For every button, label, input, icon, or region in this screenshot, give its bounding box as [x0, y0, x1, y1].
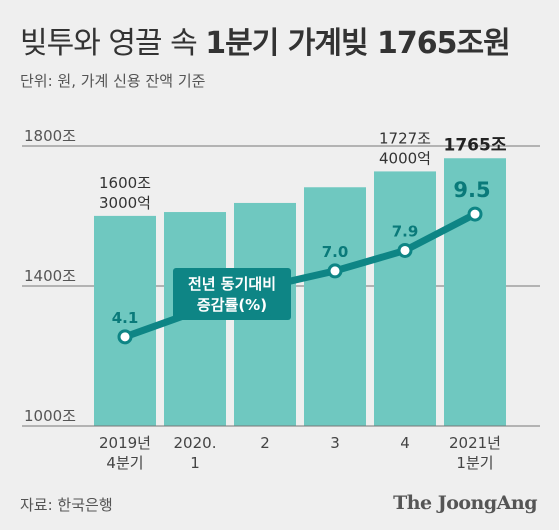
growth-rate-point	[327, 263, 343, 279]
y-tick-label: 1800조	[24, 127, 76, 145]
growth-rate-label: 4.1	[112, 309, 139, 327]
bar	[444, 158, 506, 426]
title-prefix: 빚투와 영끌 속	[20, 26, 198, 61]
x-tick-label: 4분기	[106, 454, 143, 472]
bar-value-label: 1765조	[444, 135, 507, 155]
chart-title: 빚투와 영끌 속 1분기 가계빚 1765조원	[20, 18, 511, 62]
bar-value-label: 1600조	[99, 174, 151, 192]
source-note: 자료: 한국은행	[20, 496, 113, 514]
y-tick-label: 1400조	[24, 267, 76, 285]
x-tick-label: 2020.	[174, 434, 217, 452]
x-tick-label: 2021년	[449, 434, 501, 452]
bar-value-label: 3000억	[99, 194, 151, 212]
callout-pointer	[255, 276, 271, 320]
brand-logo: The JoongAng	[393, 492, 537, 514]
growth-rate-point	[397, 242, 413, 258]
x-tick-label: 2019년	[99, 434, 151, 452]
growth-rate-point	[117, 329, 133, 345]
bar	[94, 215, 156, 426]
growth-rate-point	[467, 206, 483, 222]
x-tick-label: 4	[400, 434, 410, 452]
growth-rate-label: 7.9	[392, 222, 419, 240]
x-tick-label: 2	[260, 434, 270, 452]
x-tick-label: 1분기	[456, 454, 493, 472]
bar	[304, 187, 366, 426]
bar-value-label: 1727조	[379, 129, 431, 147]
y-tick-label: 1000조	[24, 407, 76, 425]
x-tick-label: 1	[190, 454, 200, 472]
x-tick-label: 3	[330, 434, 340, 452]
bar-value-label: 4000억	[379, 149, 431, 167]
growth-rate-label: 9.5	[453, 178, 490, 202]
title-main: 1분기 가계빚 1765조원	[205, 26, 510, 61]
growth-rate-label: 7.0	[322, 243, 349, 261]
callout-label: 증감률(%)	[197, 296, 267, 314]
chart-subtitle: 단위: 원, 가계 신용 잔액 기준	[20, 72, 206, 90]
bar	[374, 171, 436, 426]
callout-label: 전년 동기대비	[188, 275, 276, 293]
